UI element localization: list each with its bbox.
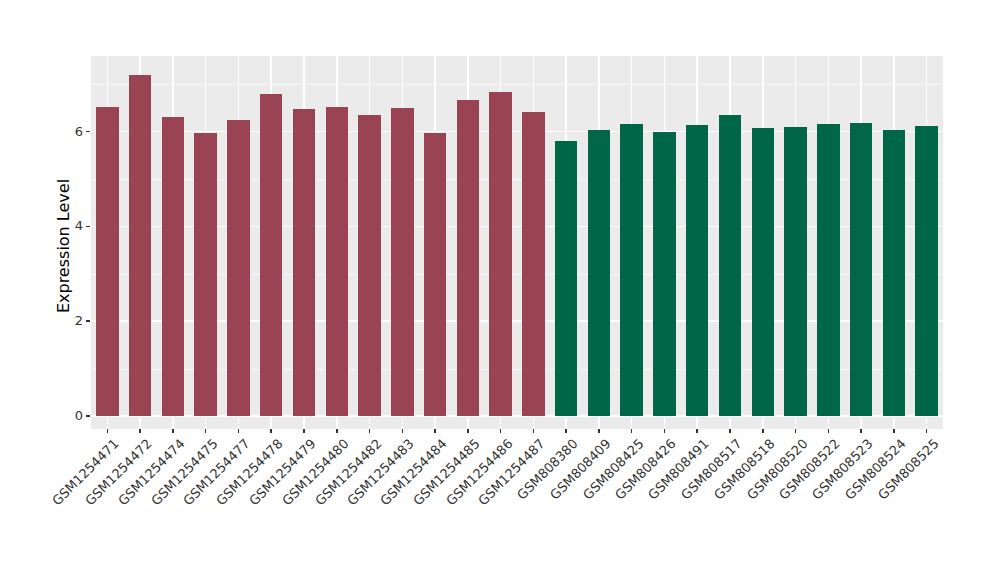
y-tick-label: 6 bbox=[43, 124, 83, 140]
x-tick-mark bbox=[303, 429, 305, 433]
bar-GSM1254480 bbox=[326, 107, 349, 416]
bar-GSM1254472 bbox=[129, 75, 152, 416]
major-gridline bbox=[91, 226, 943, 228]
bar-GSM808426 bbox=[653, 132, 676, 416]
x-tick-mark bbox=[860, 429, 862, 433]
x-tick-mark bbox=[795, 429, 797, 433]
bar-GSM1254479 bbox=[293, 109, 316, 416]
y-tick-mark bbox=[86, 415, 90, 417]
bar-GSM1254471 bbox=[96, 107, 119, 416]
bar-GSM808523 bbox=[850, 123, 873, 416]
bar-GSM1254484 bbox=[424, 133, 447, 416]
x-tick-mark bbox=[270, 429, 272, 433]
minor-gridline bbox=[91, 179, 943, 180]
x-tick-mark bbox=[926, 429, 928, 433]
x-tick-mark bbox=[664, 429, 666, 433]
x-tick-mark bbox=[828, 429, 830, 433]
x-tick-mark bbox=[402, 429, 404, 433]
bar-GSM808491 bbox=[686, 125, 709, 416]
minor-gridline bbox=[91, 84, 943, 85]
x-tick-mark bbox=[205, 429, 207, 433]
y-tick-mark bbox=[86, 131, 90, 133]
x-tick-mark bbox=[369, 429, 371, 433]
y-tick-mark bbox=[86, 320, 90, 322]
plot-panel bbox=[91, 56, 943, 429]
bar-GSM1254487 bbox=[522, 112, 545, 416]
bar-GSM808520 bbox=[784, 127, 807, 416]
x-tick-mark bbox=[762, 429, 764, 433]
y-tick-mark bbox=[86, 226, 90, 228]
major-gridline bbox=[91, 415, 943, 417]
y-tick-label: 0 bbox=[43, 408, 83, 424]
bar-GSM1254486 bbox=[489, 92, 512, 416]
x-tick-mark bbox=[434, 429, 436, 433]
minor-gridline bbox=[91, 274, 943, 275]
bar-GSM808525 bbox=[915, 126, 938, 416]
y-tick-label: 4 bbox=[43, 218, 83, 234]
x-tick-mark bbox=[565, 429, 567, 433]
x-tick-mark bbox=[172, 429, 174, 433]
bar-GSM808425 bbox=[620, 124, 643, 416]
x-tick-mark bbox=[467, 429, 469, 433]
x-tick-mark bbox=[107, 429, 109, 433]
minor-gridline bbox=[91, 369, 943, 370]
x-tick-mark bbox=[336, 429, 338, 433]
x-tick-mark bbox=[729, 429, 731, 433]
major-gridline bbox=[91, 320, 943, 322]
x-tick-mark bbox=[696, 429, 698, 433]
x-tick-mark bbox=[500, 429, 502, 433]
x-tick-mark bbox=[533, 429, 535, 433]
bar-GSM1254485 bbox=[457, 100, 480, 416]
bar-GSM808409 bbox=[588, 130, 611, 416]
bar-GSM1254475 bbox=[194, 133, 217, 416]
bar-GSM808524 bbox=[883, 130, 906, 416]
bar-GSM1254482 bbox=[358, 115, 381, 416]
bar-GSM1254474 bbox=[162, 117, 185, 416]
x-tick-mark bbox=[139, 429, 141, 433]
x-tick-mark bbox=[238, 429, 240, 433]
x-tick-mark bbox=[598, 429, 600, 433]
bar-GSM1254477 bbox=[227, 120, 250, 416]
bar-GSM808517 bbox=[719, 115, 742, 416]
bar-GSM1254483 bbox=[391, 108, 414, 416]
bar-GSM808518 bbox=[752, 128, 775, 416]
bar-GSM808380 bbox=[555, 141, 578, 416]
y-tick-label: 2 bbox=[43, 313, 83, 329]
bar-chart-figure: Expression Level 0246GSM1254471GSM125447… bbox=[0, 0, 1000, 580]
bar-GSM1254478 bbox=[260, 94, 283, 416]
major-gridline bbox=[91, 131, 943, 133]
bar-GSM808522 bbox=[817, 124, 840, 416]
x-tick-mark bbox=[631, 429, 633, 433]
x-tick-mark bbox=[893, 429, 895, 433]
y-axis-title: Expression Level bbox=[54, 179, 73, 313]
